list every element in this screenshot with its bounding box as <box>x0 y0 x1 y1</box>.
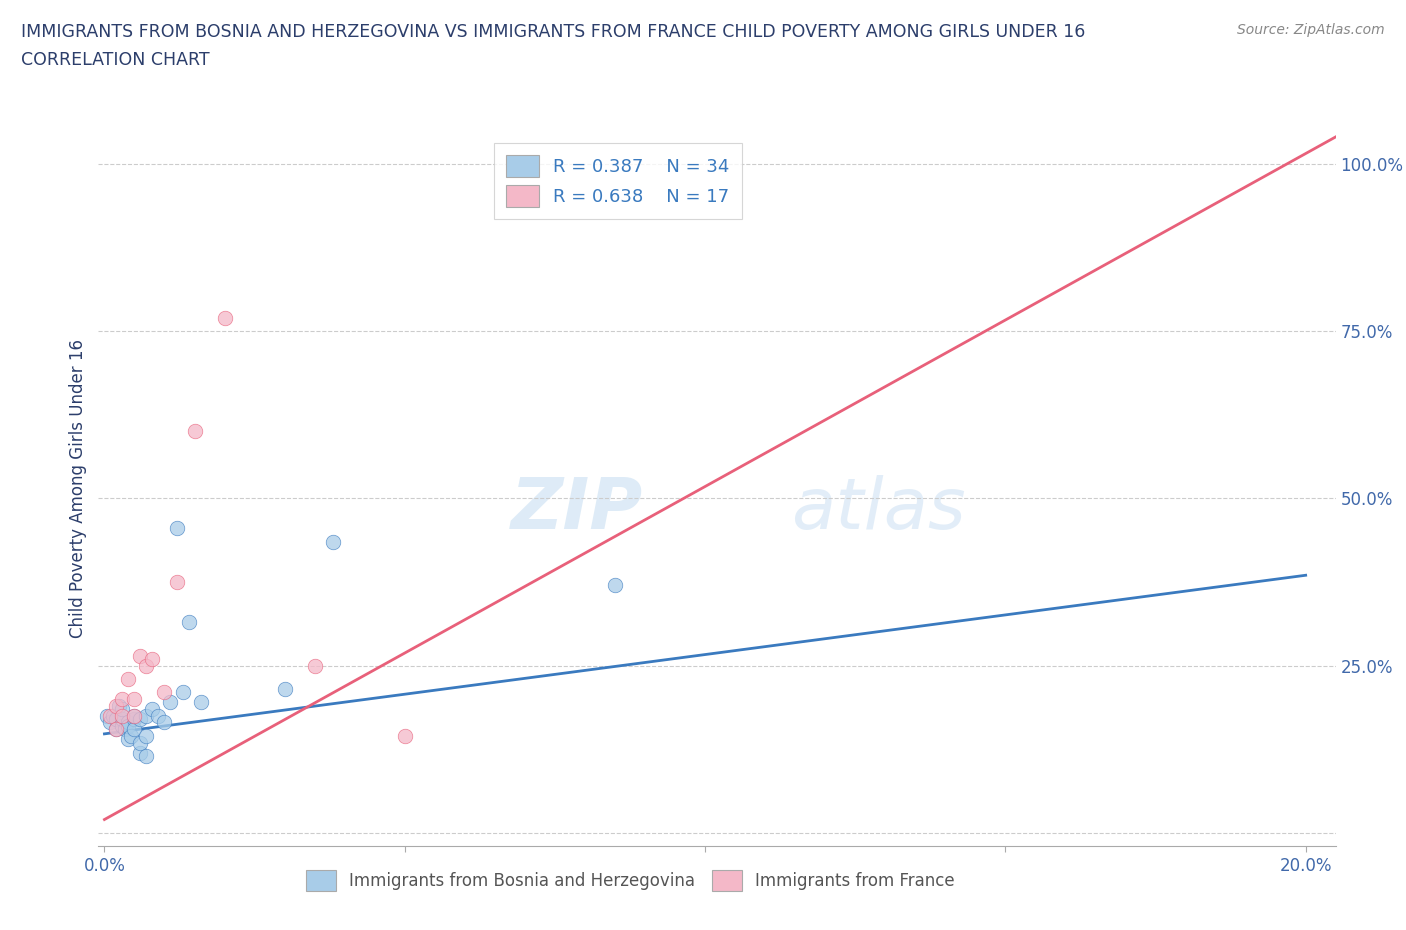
Point <box>135 728 157 743</box>
Point <box>153 715 176 730</box>
Point <box>394 728 416 743</box>
Point <box>129 735 152 750</box>
Text: ZIP: ZIP <box>510 475 643 544</box>
Point <box>117 715 139 730</box>
Point <box>141 652 163 667</box>
Point <box>141 701 163 716</box>
Point <box>111 718 134 733</box>
Point <box>214 310 236 325</box>
Point <box>117 732 139 747</box>
Point <box>111 709 134 724</box>
Point <box>105 711 128 726</box>
Point <box>108 698 131 713</box>
Point <box>172 684 194 699</box>
Text: atlas: atlas <box>792 475 966 544</box>
Y-axis label: Child Poverty Among Girls Under 16: Child Poverty Among Girls Under 16 <box>69 339 87 638</box>
Point <box>111 701 134 716</box>
Text: IMMIGRANTS FROM BOSNIA AND HERZEGOVINA VS IMMIGRANTS FROM FRANCE CHILD POVERTY A: IMMIGRANTS FROM BOSNIA AND HERZEGOVINA V… <box>21 23 1085 41</box>
Point <box>153 684 176 699</box>
Legend: Immigrants from Bosnia and Herzegovina, Immigrants from France: Immigrants from Bosnia and Herzegovina, … <box>298 862 963 898</box>
Point <box>96 709 118 724</box>
Point <box>105 698 128 713</box>
Point <box>105 722 128 737</box>
Point <box>100 715 122 730</box>
Point <box>603 578 626 592</box>
Point <box>166 521 188 536</box>
Point <box>117 718 139 733</box>
Text: CORRELATION CHART: CORRELATION CHART <box>21 51 209 69</box>
Point <box>111 692 134 707</box>
Point <box>322 535 344 550</box>
Point <box>124 692 146 707</box>
Point <box>135 749 157 764</box>
Point <box>114 722 136 737</box>
Point <box>135 709 157 724</box>
Point <box>100 709 122 724</box>
Point <box>120 728 142 743</box>
Point <box>124 711 146 726</box>
Point <box>159 695 181 710</box>
Point <box>166 575 188 590</box>
Point <box>105 722 128 737</box>
Point <box>117 671 139 686</box>
Point <box>124 709 146 724</box>
Point <box>103 709 125 724</box>
Point <box>304 658 326 673</box>
Point <box>124 722 146 737</box>
Point <box>135 658 157 673</box>
Point <box>183 424 205 439</box>
Point <box>124 709 146 724</box>
Point <box>273 682 295 697</box>
Point <box>148 709 170 724</box>
Text: Source: ZipAtlas.com: Source: ZipAtlas.com <box>1237 23 1385 37</box>
Point <box>190 695 212 710</box>
Point <box>111 711 134 726</box>
Point <box>129 648 152 663</box>
Point <box>129 711 152 726</box>
Point <box>177 615 200 630</box>
Point <box>129 745 152 760</box>
